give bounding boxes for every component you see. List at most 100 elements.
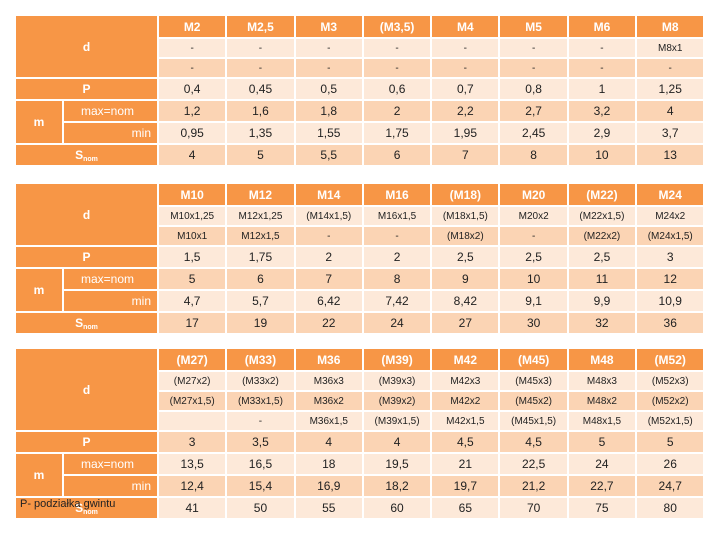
pitch-cell: 2,5 [566,245,638,269]
thread-variant-row: (M27x1,5) (M33x1,5) M36x2 (M39x2) M42x2 (M45x… [15,390,706,412]
pitch-label: P [14,430,159,454]
nut-height-max-cell: 11 [566,267,638,291]
thread-variant-cell: (M33x2) [225,370,296,392]
nut-height-min-cell: 0,95 [156,121,228,145]
nut-height-min-cell: 3,7 [635,121,706,145]
nut-height-min-cell: 10,9 [635,289,706,313]
pitch-row: P 1,5 1,75 2 2 2,5 2,5 2,5 3 [14,245,706,269]
thread-variant-cell: (M22x2) [566,225,638,247]
max-nom-label: max=nom [62,452,159,476]
wrench-size-cell: 30 [498,311,569,335]
nut-height-min-cell: 21,2 [498,474,569,498]
thread-variant-cell: (M45x2) [498,390,569,412]
thread-variant-cell: - [361,225,433,247]
pitch-cell: 2,5 [430,245,501,269]
m-label: m [14,452,64,498]
thread-variant-cell: - [361,57,433,79]
thread-variant-cell: M42x2 [430,390,501,412]
thread-variant-cell: M20x2 [498,205,569,227]
min-label: min [62,121,159,145]
size-header-row: d M2 M2,5 M3 (M3,5) M4 M5 M6 M8 [14,14,706,79]
nut-height-max-cell: 1,2 [156,99,228,123]
thread-variant-cell [156,410,228,432]
pitch-cell: 4 [293,430,364,454]
thread-variant-cell: (M14x1,5) [293,205,364,227]
size-header: M3 [293,14,364,39]
thread-variant-cell: M12x1,25 [225,205,296,227]
wrench-size-cell: 24 [361,311,433,335]
wrench-size-cell: 19 [225,311,296,335]
thread-variant-cell: (M39x3) [361,370,433,392]
size-header: (M18) [430,182,501,207]
wrench-size-cell: 5,5 [293,143,364,167]
pitch-cell: 1,25 [635,77,706,101]
thread-variant-cell: - [430,57,501,79]
pitch-cell: 3 [635,245,706,269]
s-letter: S [75,147,84,162]
size-header: M8 [635,14,706,39]
nut-height-min-cell: 12,4 [156,474,228,498]
size-header: (M45) [498,347,569,372]
pitch-cell: 2 [293,245,364,269]
d-label: d [14,182,159,247]
thread-variant-cell: (M52x1,5) [635,410,706,432]
nut-height-min-row: min 4,7 5,7 6,42 7,42 8,42 9,1 9,9 10,9 [15,289,706,313]
pitch-cell: 1,75 [225,245,296,269]
nut-height-min-cell: 6,42 [293,289,364,313]
pitch-cell: 0,5 [293,77,364,101]
nut-height-min-cell: 22,7 [566,474,638,498]
max-nom-label: max=nom [62,267,159,291]
min-label: min [62,474,159,498]
thread-variant-cell: - [225,57,296,79]
nut-height-max-cell: 4 [635,99,706,123]
thread-variant-cell: (M39x1,5) [361,410,433,432]
nut-height-max-cell: 2 [361,99,433,123]
wrench-size-cell: 50 [225,496,296,520]
nut-height-min-cell: 16,9 [293,474,364,498]
thread-variant-cell: M48x1,5 [566,410,638,432]
nut-height-min-cell: 2,45 [498,121,569,145]
thread-variant-cell: M10x1 [156,225,228,247]
size-header-row: d M10 M12 M14 M16 (M18) M20 (M22) M24 [14,182,706,247]
wrench-size-cell: 60 [361,496,433,520]
pitch-cell: 5 [566,430,638,454]
wrench-size-cell: 36 [635,311,706,335]
wrench-size-label: Snom [14,311,159,335]
wrench-size-cell: 7 [430,143,501,167]
nut-height-min-cell: 5,7 [225,289,296,313]
wrench-size-cell: 70 [498,496,569,520]
wrench-size-cell: 8 [498,143,569,167]
wrench-size-label: Snom [14,496,159,520]
nut-height-max-cell: 12 [635,267,706,291]
wrench-size-cell: 6 [361,143,433,167]
nut-height-max-row: m max=nom 5 6 7 8 9 10 11 12 [14,267,706,313]
size-header: M20 [498,182,569,207]
thread-variant-cell: (M18x1,5) [430,205,501,227]
wrench-size-cell: 13 [635,143,706,167]
pitch-label: P [14,77,159,101]
size-header: M16 [361,182,433,207]
nut-height-min-cell: 18,2 [361,474,433,498]
size-header: M2,5 [225,14,296,39]
nut-height-max-cell: 2,7 [498,99,569,123]
thread-variant-cell: M8x1 [635,37,706,59]
nut-height-max-cell: 19,5 [361,452,433,476]
nut-height-min-cell: 9,9 [566,289,638,313]
nut-height-min-cell: 4,7 [156,289,228,313]
nut-height-max-cell: 22,5 [498,452,569,476]
wrench-size-cell: 65 [430,496,501,520]
nut-height-max-cell: 9 [430,267,501,291]
thread-variant-cell: M10x1,25 [156,205,228,227]
wrench-size-cell: 41 [156,496,228,520]
size-header: (M33) [225,347,296,372]
nut-height-min-row: min 0,95 1,35 1,55 1,75 1,95 2,45 2,9 3,7 [15,121,706,145]
pitch-label: P [14,245,159,269]
nut-height-min-cell: 2,9 [566,121,638,145]
nut-height-min-cell: 24,7 [635,474,706,498]
thread-variant-row: (M27x2) (M33x2) M36x3 (M39x3) M42x3 (M45x3) M4… [15,370,706,392]
thread-variant-cell: (M22x1,5) [566,205,638,227]
s-letter: S [75,500,84,515]
m-label: m [14,267,64,313]
thread-variant-cell: (M27x1,5) [156,390,228,412]
nut-height-min-cell: 15,4 [225,474,296,498]
